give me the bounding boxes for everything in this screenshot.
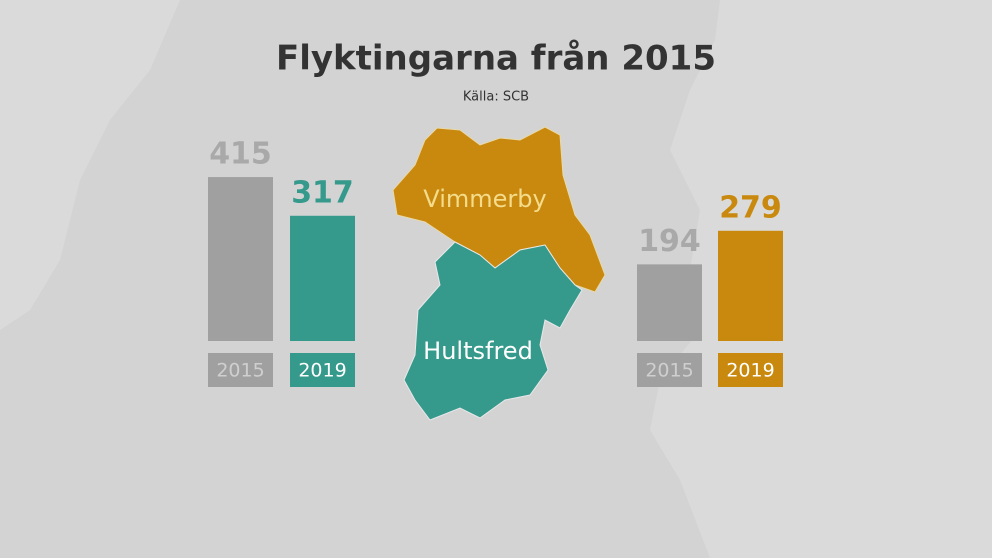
region-hultsfred <box>403 241 583 421</box>
title: Flyktingarna från 2015 <box>276 39 716 79</box>
bar <box>290 215 355 341</box>
category-box <box>637 353 702 387</box>
region-label: Vimmerby <box>423 185 546 213</box>
value-label: 279 <box>719 190 782 225</box>
value-label: 317 <box>291 175 354 210</box>
category-label: 2019 <box>726 360 774 382</box>
source: Källa: SCB <box>463 90 529 105</box>
category-box <box>290 353 355 387</box>
region-label: Hultsfred <box>423 337 533 365</box>
category-box <box>208 353 273 387</box>
bar <box>208 177 273 341</box>
category-label: 2015 <box>645 360 693 382</box>
category-label: 2019 <box>298 360 346 382</box>
land <box>650 0 992 558</box>
category-box <box>718 353 783 387</box>
land <box>0 0 180 330</box>
category-label: 2015 <box>216 360 264 382</box>
value-label: 194 <box>638 224 701 259</box>
bar <box>718 230 783 341</box>
value-label: 415 <box>209 137 272 172</box>
bar <box>637 264 702 341</box>
